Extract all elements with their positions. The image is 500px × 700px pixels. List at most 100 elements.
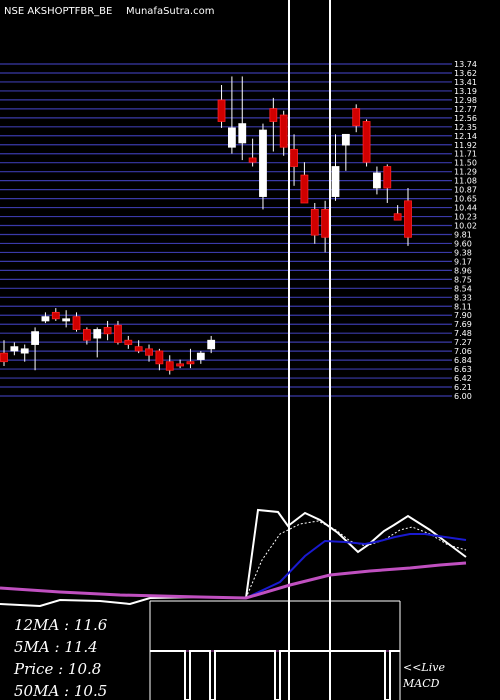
- candle: [217, 85, 226, 128]
- candle: [310, 202, 319, 244]
- candle: [103, 320, 112, 341]
- candle-body-down: [383, 166, 392, 189]
- price-tick-label: 12.56: [454, 114, 477, 123]
- candle-body-down: [124, 339, 133, 345]
- candle: [31, 327, 39, 371]
- candle-body-down: [145, 348, 153, 356]
- ma12-line: [245, 520, 467, 599]
- price-tick-label: 13.19: [454, 87, 477, 96]
- candle-body-down: [155, 350, 164, 365]
- candle: [20, 344, 29, 362]
- price-line: [0, 508, 467, 608]
- candle: [41, 312, 50, 324]
- candle-body-down: [393, 213, 402, 221]
- candle-body-up: [41, 316, 50, 322]
- price-tick-label: 12.77: [454, 105, 477, 114]
- candle-body-up: [238, 123, 247, 144]
- candle: [248, 138, 257, 167]
- price-tick-label: 7.69: [454, 320, 472, 329]
- candle-body-up: [20, 348, 29, 354]
- candle: [321, 200, 330, 253]
- price-tick-label: 13.62: [454, 69, 477, 78]
- candle-body-down: [103, 326, 112, 335]
- candle-body-down: [217, 99, 226, 122]
- candle-body-down: [176, 363, 185, 367]
- candle: [10, 342, 19, 356]
- candle: [341, 133, 350, 171]
- candle-body-up: [373, 172, 381, 189]
- price-label: Price : 10.8: [13, 660, 101, 678]
- candle-body-down: [352, 108, 361, 127]
- candle: [176, 359, 185, 369]
- candle: [269, 97, 278, 152]
- candle: [155, 348, 164, 371]
- candle: [238, 76, 247, 161]
- price-tick-label: 11.92: [454, 141, 477, 150]
- ma50-line: [0, 561, 467, 600]
- price-tick-label: 11.50: [454, 159, 477, 168]
- price-axis-ticks: 13.7413.6213.4113.1912.9812.7712.5612.35…: [454, 60, 477, 401]
- candle-body-up: [207, 339, 216, 350]
- price-tick-label: 12.35: [454, 123, 477, 132]
- candle-body-down: [248, 157, 257, 163]
- ma-lines: [0, 508, 467, 608]
- ma5-label: 5MA : 11.4: [14, 638, 98, 656]
- price-grid: [0, 63, 452, 397]
- candle: [62, 310, 71, 328]
- candle-body-up: [227, 127, 236, 148]
- price-tick-label: 6.42: [454, 374, 472, 383]
- price-tick-label: 10.65: [454, 195, 477, 204]
- candle-body-down: [290, 148, 298, 167]
- vertical-markers: [288, 0, 331, 700]
- candle: [300, 162, 309, 204]
- candle-body-down: [300, 174, 309, 204]
- candle: [331, 134, 340, 201]
- price-tick-label: 6.84: [454, 356, 472, 365]
- candle: [114, 320, 122, 345]
- candle-body-up: [196, 352, 205, 360]
- price-tick-label: 10.87: [454, 186, 477, 195]
- candle-body-down: [51, 311, 60, 320]
- candle: [51, 308, 60, 321]
- candle: [124, 335, 133, 349]
- price-tick-label: 7.27: [454, 338, 472, 347]
- candle: [134, 340, 143, 354]
- candle-body-up: [31, 331, 39, 345]
- price-tick-label: 13.74: [454, 60, 477, 69]
- candle: [259, 123, 267, 210]
- candle-body-up: [259, 129, 267, 197]
- price-tick-label: 11.08: [454, 177, 477, 186]
- candle: [196, 350, 205, 364]
- macd-panel: [149, 600, 401, 700]
- price-tick-label: 10.44: [454, 204, 477, 213]
- candle: [0, 340, 8, 366]
- candle-body-down: [269, 108, 278, 122]
- chart-title-site: MunafaSutra.com: [126, 6, 214, 17]
- candle: [207, 335, 216, 354]
- candle-body-down: [72, 316, 81, 330]
- price-tick-label: 8.75: [454, 275, 472, 284]
- candle-body-down: [114, 324, 122, 343]
- price-tick-label: 13.41: [454, 78, 477, 87]
- candle: [373, 166, 381, 195]
- candle: [145, 344, 153, 362]
- candle: [82, 327, 91, 345]
- candle: [404, 187, 412, 246]
- candle-body-down: [279, 114, 288, 148]
- candle-body-down: [165, 361, 174, 371]
- candle: [362, 119, 371, 167]
- macd-signal: [150, 650, 400, 700]
- ma50-label: 50MA : 10.5: [14, 682, 107, 700]
- candle-body-down: [404, 200, 412, 238]
- candle: [290, 134, 298, 186]
- candle: [352, 104, 361, 133]
- candle-body-up: [331, 166, 340, 197]
- candle-body-up: [341, 133, 350, 146]
- price-tick-label: 9.81: [454, 230, 472, 239]
- price-tick-label: 9.60: [454, 239, 472, 248]
- ma12-label: 12MA : 11.6: [14, 616, 108, 634]
- price-tick-label: 12.14: [454, 132, 477, 141]
- price-tick-label: 9.17: [454, 257, 472, 266]
